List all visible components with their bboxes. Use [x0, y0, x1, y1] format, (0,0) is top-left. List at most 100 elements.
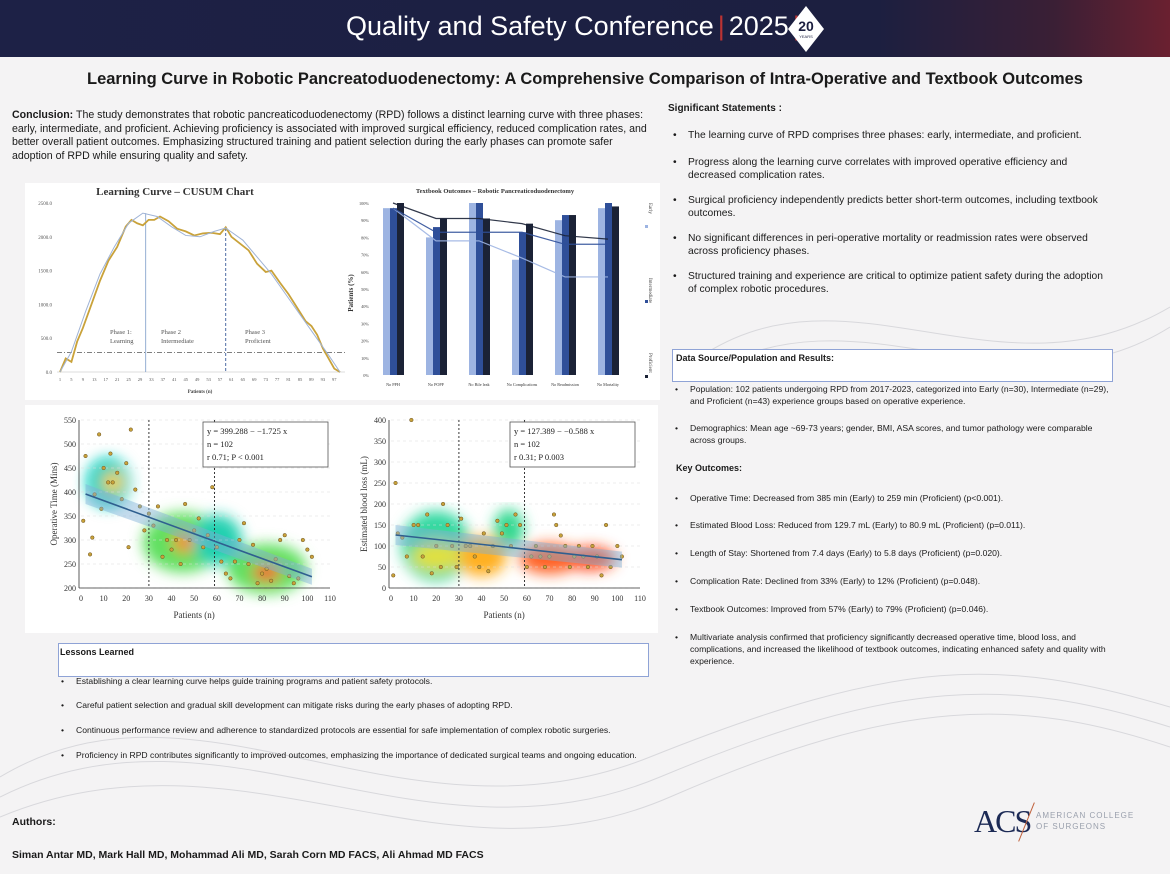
data-point	[454, 564, 459, 570]
x-tick-label: No POPF	[428, 382, 445, 387]
heat-blob	[493, 509, 524, 550]
data-point	[232, 559, 237, 564]
bar-proficient	[483, 218, 490, 375]
legend-label: Proficient	[647, 353, 652, 373]
data-point	[287, 573, 292, 579]
data-point	[264, 566, 269, 571]
list-item: Operative Time: Decreased from 385 min (…	[669, 492, 1109, 504]
y-tick-label: 1000.0	[38, 303, 52, 308]
bar-intermediate	[433, 227, 440, 375]
x-tick-label: 80	[568, 594, 576, 603]
data-point	[585, 564, 590, 570]
x-tick-label: 13	[92, 377, 97, 382]
data-point	[404, 554, 409, 559]
bar-intermediate	[390, 208, 397, 375]
bar-early	[469, 203, 476, 375]
x-tick-label: 61	[229, 377, 234, 382]
regression-line	[85, 493, 313, 578]
x-axis-label: Patients (n)	[188, 390, 213, 395]
x-tick-label: 20	[432, 594, 440, 603]
data-point	[160, 554, 165, 559]
list-item: Surgical proficiency independently predi…	[667, 194, 1107, 220]
data-point	[174, 537, 179, 543]
phase-annotation-line1: Phase 3	[245, 329, 265, 336]
x-tick-label: 40	[478, 594, 486, 603]
phase-annotation-line2: Intermediate	[161, 338, 194, 345]
y-tick-label: 0.0	[46, 371, 53, 376]
y-tick-label: 150	[374, 521, 386, 530]
legend-swatch	[645, 225, 648, 228]
data-point	[603, 522, 609, 528]
data-point	[438, 564, 443, 570]
data-point	[110, 480, 115, 485]
data-point	[237, 537, 242, 543]
data-point	[178, 561, 183, 567]
textbook-outcomes-chart: Textbook Outcomes – Robotic Pancreaticod…	[345, 183, 660, 400]
data-point	[533, 543, 538, 549]
y-tick-label: 200	[374, 500, 386, 509]
lessons-list: Establishing a clear learning curve help…	[55, 675, 715, 761]
x-tick-label: 41	[172, 377, 177, 382]
key-outcomes-heading: Key Outcomes:	[676, 463, 743, 473]
x-tick-label: 69	[252, 377, 257, 382]
x-tick-label: 25	[126, 377, 131, 382]
data-point	[300, 537, 305, 543]
y-tick-label: 300	[374, 458, 386, 467]
data-point	[517, 522, 523, 528]
stats-line: y = 127.389 − −0.588 x	[514, 426, 595, 436]
data-source-heading: Data Source/Population and Results:	[676, 353, 835, 363]
stats-line: n = 102	[207, 439, 233, 449]
x-tick-label: 50	[190, 594, 198, 603]
bar-intermediate	[605, 203, 612, 375]
trend-line-intermediate	[392, 207, 608, 245]
data-point	[205, 533, 210, 538]
x-tick-label: 10	[410, 594, 418, 603]
stats-line: y = 399.288 − −1.725 x	[207, 426, 288, 436]
y-tick-label: 500	[64, 440, 76, 449]
data-point	[608, 564, 613, 570]
x-tick-label: 90	[281, 594, 289, 603]
x-tick-label: 97	[332, 377, 337, 382]
y-axis-label: Estimated blood loss (mL)	[359, 456, 369, 552]
bar-intermediate	[519, 232, 526, 375]
list-item: Population: 102 patients undergoing RPD …	[669, 383, 1109, 407]
bar-early	[426, 237, 433, 375]
author-names: Siman Antar MD, Mark Hall MD, Mohammad A…	[12, 849, 484, 861]
x-tick-label: 10	[100, 594, 108, 603]
data-point	[495, 518, 500, 523]
bar-proficient	[569, 215, 576, 375]
conference-banner: Quality and Safety Conference|2025| 20YE…	[0, 0, 1170, 57]
data-point	[391, 573, 396, 578]
data-point	[83, 453, 88, 459]
stats-line: r 0.31; P 0.003	[514, 452, 564, 462]
y-tick-label: 30%	[361, 321, 369, 326]
x-tick-label: 60	[213, 594, 221, 603]
x-axis-label: Patients (n)	[484, 610, 525, 620]
heat-blob	[411, 541, 462, 572]
x-tick-label: 0	[79, 594, 83, 603]
y-tick-label: 50%	[361, 287, 369, 292]
data-point	[590, 543, 595, 549]
y-tick-label: 50	[378, 563, 386, 572]
y-tick-label: 450	[64, 464, 76, 473]
data-point	[529, 554, 534, 559]
data-point	[441, 501, 446, 507]
data-point	[137, 504, 142, 509]
data-point	[101, 465, 106, 471]
list-item: Structured training and experience are c…	[667, 270, 1107, 296]
y-tick-label: 350	[64, 512, 76, 521]
regression-line	[395, 534, 622, 561]
y-tick-label: 100%	[359, 201, 369, 206]
data-point	[108, 451, 113, 456]
data-source-box	[672, 349, 1113, 382]
data-point	[124, 461, 129, 466]
data-point	[445, 522, 450, 528]
data-point	[486, 569, 491, 574]
data-point	[97, 432, 102, 437]
data-point	[273, 557, 278, 562]
data-point	[269, 578, 274, 583]
confidence-band	[85, 483, 312, 585]
y-axis-label: Patients (%)	[347, 274, 355, 312]
x-tick-label: 57	[218, 377, 223, 382]
x-tick-label: 85	[298, 377, 303, 382]
